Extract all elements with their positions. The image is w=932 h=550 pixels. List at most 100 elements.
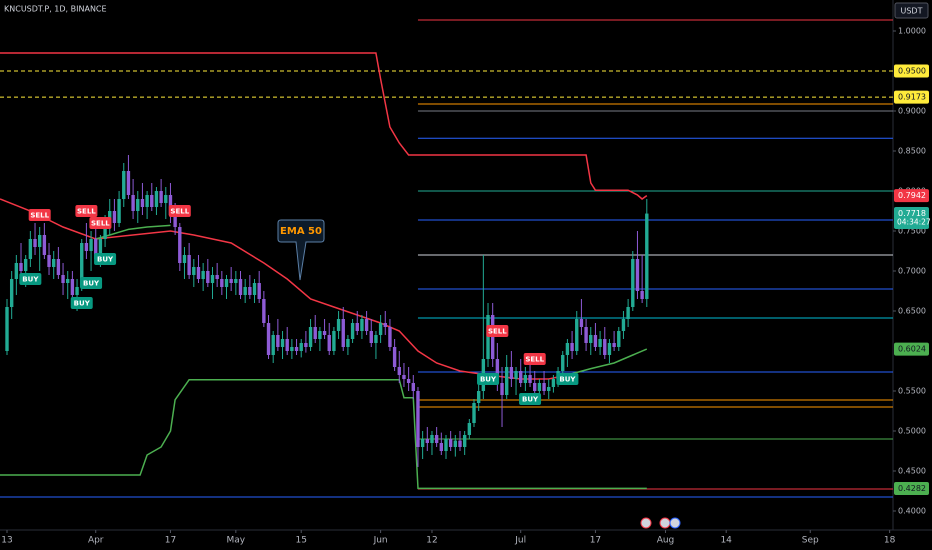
candle-body (355, 323, 359, 331)
x-tick-label: 18 (884, 536, 896, 546)
candle-body (406, 379, 411, 383)
candle-body (168, 195, 173, 215)
candle-body (140, 199, 145, 207)
x-tick-label: May (227, 536, 246, 546)
signal-badge (75, 205, 98, 217)
candle-body (519, 371, 523, 383)
candle-body (593, 335, 598, 347)
signal: BUY (556, 373, 579, 385)
candle-body (341, 319, 345, 347)
candle-body (523, 375, 528, 383)
candle-body (178, 227, 182, 263)
x-tick-label: 17 (590, 536, 601, 546)
signal-badge (519, 393, 542, 405)
signal-label: BUY (74, 300, 91, 308)
candle-body (598, 339, 602, 347)
signal-badge (28, 209, 51, 221)
candle-body (220, 279, 224, 287)
candle-body (621, 319, 626, 331)
event-icon[interactable] (640, 517, 652, 529)
candle-body (495, 359, 500, 383)
candle-body (448, 439, 453, 447)
candle-body (56, 259, 61, 275)
annotation-text: EMA 50 (280, 226, 322, 237)
candle-body (439, 443, 444, 451)
candle-body (271, 335, 275, 355)
y-tick-label: 0.9000 (898, 107, 926, 116)
signal-badge (477, 373, 500, 385)
candle-body (229, 279, 233, 283)
candle-body (388, 327, 392, 347)
candle-body (290, 347, 294, 351)
candle-body (467, 423, 472, 435)
candle-body (276, 335, 280, 347)
candle-body (280, 339, 285, 347)
signal-badge (70, 297, 93, 309)
candle-body (462, 435, 467, 447)
signal-badge (89, 217, 112, 229)
candle-body (374, 335, 378, 343)
signal: BUY (19, 273, 42, 285)
candle-body (444, 439, 448, 451)
candle-body (75, 287, 79, 295)
candle-body (252, 283, 257, 295)
price-tag-label: 0.4282 (898, 484, 926, 493)
candle-body (565, 343, 570, 355)
price-tag-label: 0.7718 (898, 209, 926, 218)
candle-body (458, 440, 462, 447)
price-tag (894, 481, 929, 495)
signal: BUY (519, 393, 542, 405)
candle-body (509, 367, 514, 379)
currency-label[interactable]: USDT (901, 7, 923, 16)
candle-body (173, 215, 177, 227)
candle-body (589, 335, 593, 343)
event-icon[interactable] (669, 517, 681, 529)
candle-body (80, 243, 84, 287)
candle-body (117, 199, 121, 223)
candle-body (84, 243, 89, 251)
y-tick-label: 0.8500 (898, 147, 926, 156)
signal-badge (556, 373, 579, 385)
signal-label: BUY (83, 280, 100, 288)
signal: SELL (523, 353, 546, 365)
candle-body (5, 307, 9, 351)
candle-body (542, 383, 546, 391)
candle-body (603, 339, 607, 355)
symbol-title: KNCUSDT.P, 1D, BINANCE (4, 5, 107, 14)
price-tag (894, 342, 929, 356)
candle-body (425, 439, 430, 443)
signal: SELL (89, 217, 112, 229)
currency-button[interactable] (894, 2, 929, 19)
y-tick-label: 0.4500 (898, 467, 926, 476)
callout-box (277, 219, 325, 281)
event-icon[interactable] (659, 517, 671, 529)
y-tick-label: 0.4000 (898, 507, 926, 516)
signal-badge (80, 277, 103, 289)
x-tick-label: Apr (88, 536, 104, 546)
candle-body (430, 435, 434, 443)
candle-body (154, 191, 159, 207)
candle-body (215, 275, 219, 279)
candle-body (346, 339, 350, 347)
candle-body (248, 287, 252, 295)
candle-body (122, 171, 126, 199)
price-tag (894, 90, 929, 104)
signal-badge (94, 253, 117, 265)
candle-body (33, 239, 37, 247)
candle-body (266, 323, 271, 355)
candle-body (313, 327, 317, 339)
y-tick-label: 0.7000 (898, 267, 926, 276)
signal-label: SELL (488, 328, 507, 336)
candle-body (66, 279, 70, 283)
candle-body (411, 383, 415, 391)
indicator-line (0, 52, 648, 200)
candle-body (332, 331, 336, 351)
candle-body (98, 239, 103, 259)
y-tick-label: 0.6500 (898, 307, 926, 316)
candle-body (514, 371, 518, 379)
candle-body (635, 259, 640, 291)
candle-body (23, 259, 28, 271)
